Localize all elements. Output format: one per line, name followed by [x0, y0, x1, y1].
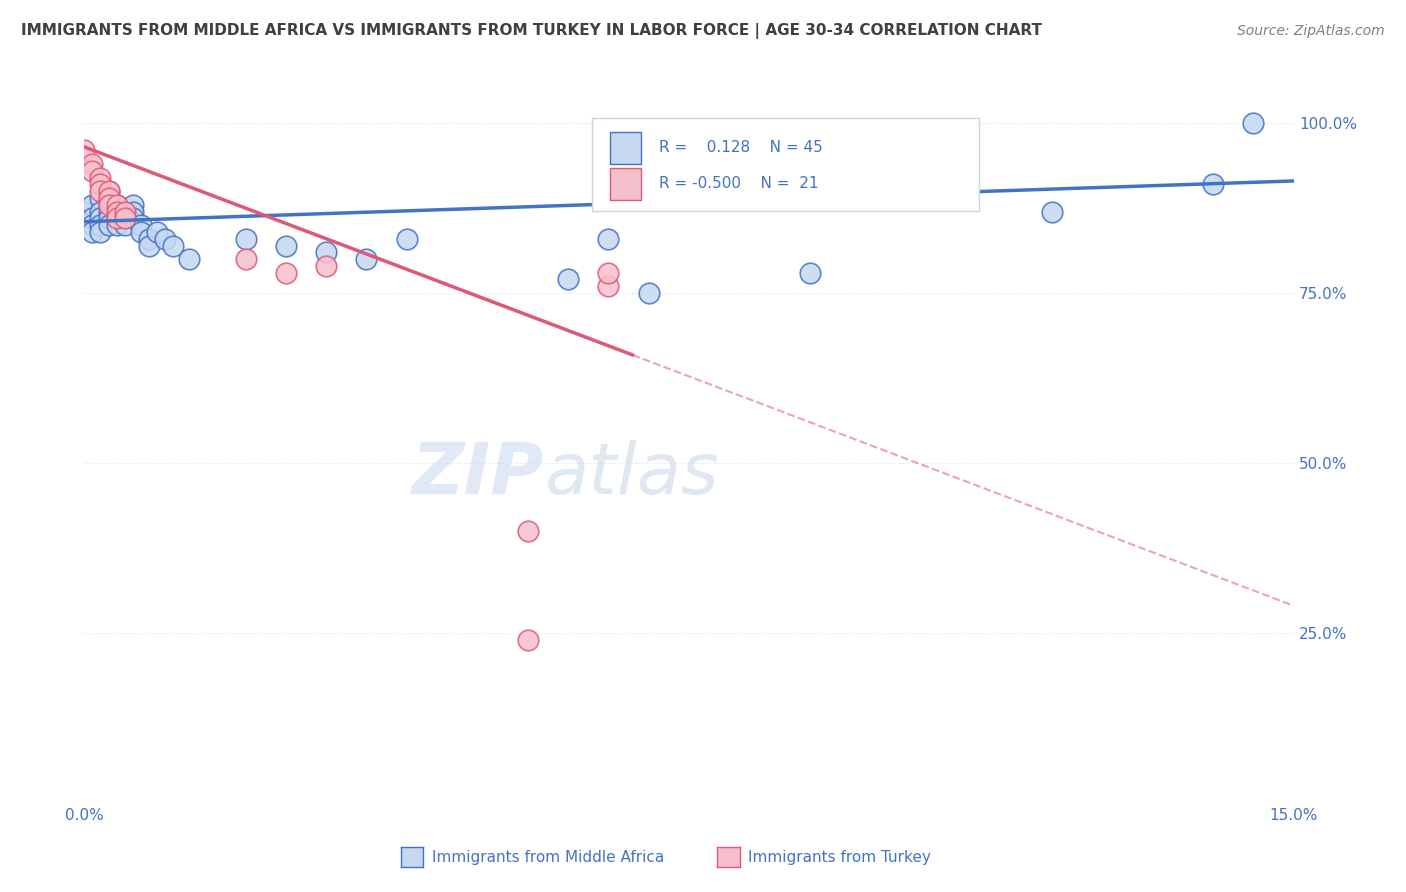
- Point: [105, 211, 128, 226]
- Point: [138, 238, 160, 252]
- Point: [1202, 178, 1225, 192]
- Point: [557, 272, 579, 286]
- Text: IMMIGRANTS FROM MIDDLE AFRICA VS IMMIGRANTS FROM TURKEY IN LABOR FORCE | AGE 30-: IMMIGRANTS FROM MIDDLE AFRICA VS IMMIGRA…: [21, 23, 1042, 39]
- Point: [89, 204, 111, 219]
- Point: [114, 211, 136, 226]
- Text: R =    0.128    N = 45: R = 0.128 N = 45: [659, 140, 823, 155]
- Point: [598, 279, 620, 293]
- Point: [516, 632, 538, 647]
- Point: [315, 259, 337, 273]
- Point: [146, 225, 169, 239]
- Point: [598, 232, 620, 246]
- Point: [89, 225, 111, 239]
- Point: [114, 218, 136, 232]
- Point: [97, 204, 120, 219]
- Point: [97, 184, 120, 198]
- Text: Immigrants from Turkey: Immigrants from Turkey: [748, 850, 931, 864]
- Point: [82, 218, 104, 232]
- Point: [82, 211, 104, 226]
- Point: [105, 198, 128, 212]
- Point: [89, 184, 111, 198]
- Point: [235, 252, 257, 266]
- Point: [89, 170, 111, 185]
- Point: [82, 163, 104, 178]
- Point: [114, 204, 136, 219]
- Point: [1040, 204, 1063, 219]
- Text: Source: ZipAtlas.com: Source: ZipAtlas.com: [1237, 24, 1385, 38]
- Point: [105, 218, 128, 232]
- Point: [89, 211, 111, 226]
- Point: [598, 266, 620, 280]
- Point: [315, 245, 337, 260]
- Point: [799, 266, 821, 280]
- Point: [105, 211, 128, 226]
- Point: [114, 211, 136, 226]
- Text: ZIP: ZIP: [412, 440, 544, 509]
- Point: [97, 191, 120, 205]
- Point: [179, 252, 201, 266]
- Point: [82, 198, 104, 212]
- Text: Immigrants from Middle Africa: Immigrants from Middle Africa: [432, 850, 664, 864]
- Point: [637, 286, 659, 301]
- Point: [82, 157, 104, 171]
- Point: [89, 178, 111, 192]
- Point: [105, 204, 128, 219]
- Point: [235, 232, 257, 246]
- Point: [97, 211, 120, 226]
- Point: [138, 232, 160, 246]
- Point: [121, 211, 143, 226]
- Point: [73, 204, 96, 219]
- Point: [97, 198, 120, 212]
- Point: [516, 524, 538, 538]
- Point: [105, 204, 128, 219]
- Point: [153, 232, 176, 246]
- Point: [1241, 116, 1264, 130]
- Text: R = -0.500    N =  21: R = -0.500 N = 21: [659, 176, 818, 191]
- Bar: [610, 132, 641, 164]
- Point: [395, 232, 418, 246]
- Point: [356, 252, 378, 266]
- Point: [105, 198, 128, 212]
- Point: [89, 191, 111, 205]
- Point: [97, 198, 120, 212]
- Point: [97, 184, 120, 198]
- Point: [89, 218, 111, 232]
- Point: [82, 225, 104, 239]
- Point: [97, 218, 120, 232]
- Point: [162, 238, 184, 252]
- Bar: [592, 118, 979, 211]
- Point: [274, 266, 297, 280]
- Point: [129, 225, 152, 239]
- Bar: [610, 168, 641, 200]
- Point: [121, 204, 143, 219]
- Point: [73, 144, 96, 158]
- Point: [114, 204, 136, 219]
- Point: [129, 218, 152, 232]
- Point: [121, 198, 143, 212]
- Point: [274, 238, 297, 252]
- Text: atlas: atlas: [544, 440, 718, 509]
